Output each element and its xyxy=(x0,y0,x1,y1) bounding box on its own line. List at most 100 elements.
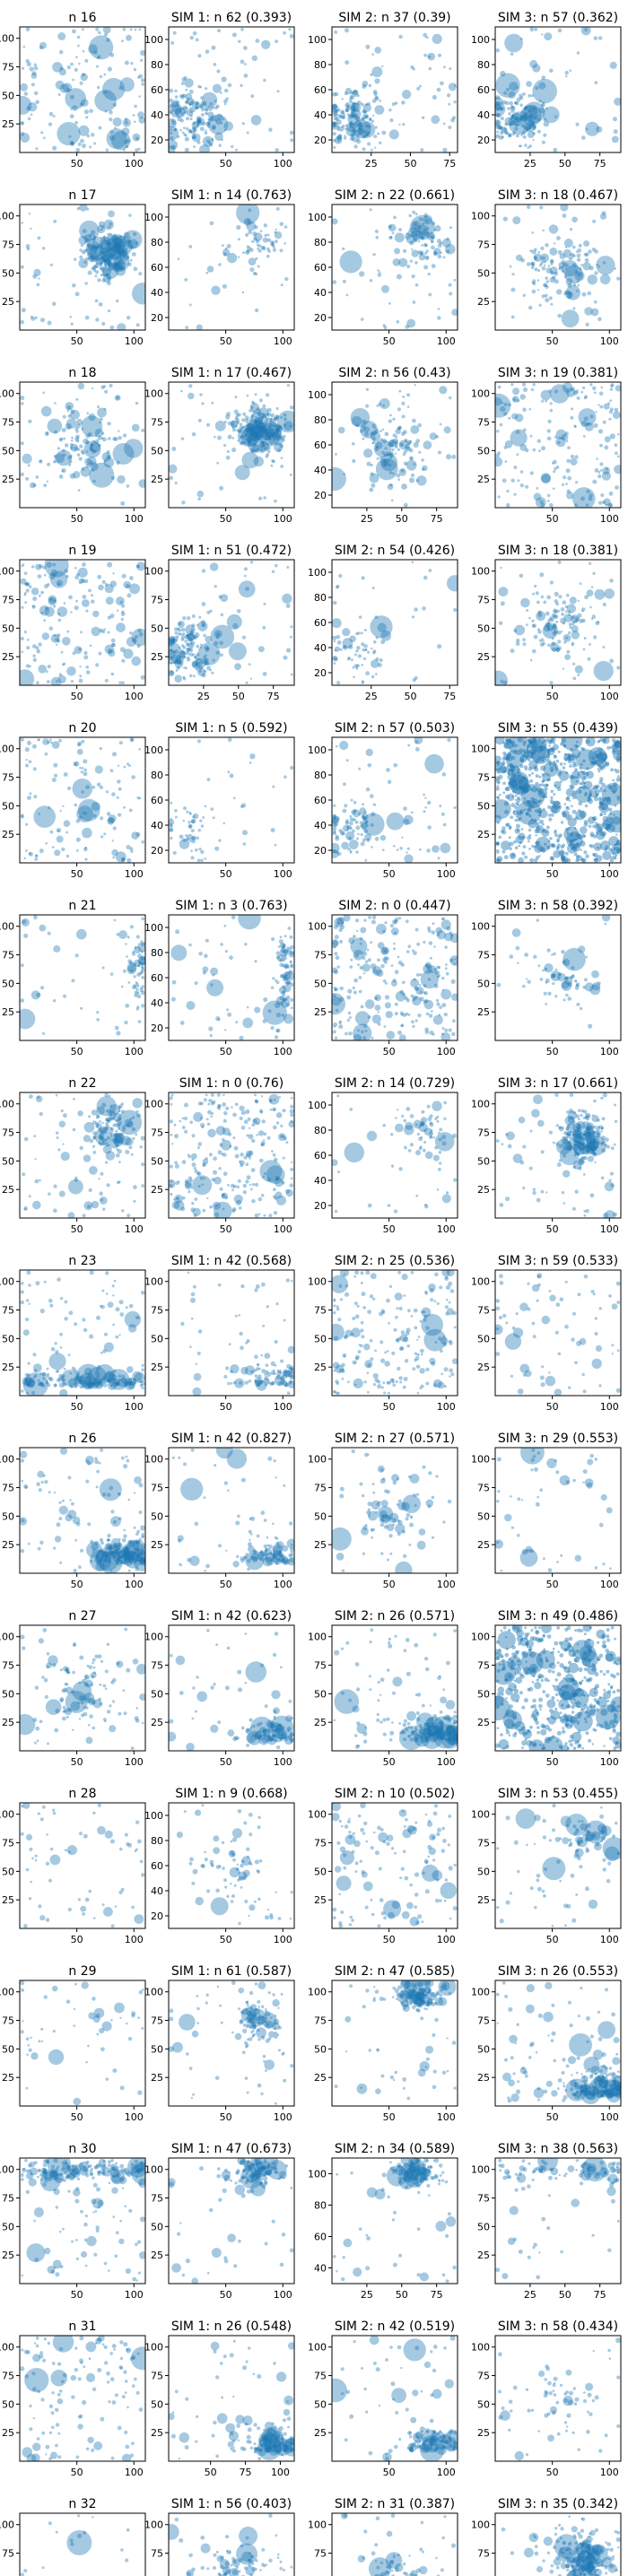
scatter-point xyxy=(126,955,128,958)
scatter-point xyxy=(225,455,231,460)
scatter-point xyxy=(607,785,613,789)
scatter-point xyxy=(338,136,343,141)
scatter-point xyxy=(554,829,557,832)
scatter-point xyxy=(32,1200,41,1210)
scatter-point xyxy=(532,132,536,135)
scatter-point xyxy=(418,450,422,454)
scatter-point xyxy=(235,413,240,417)
scatter-point xyxy=(74,605,79,611)
scatter-point xyxy=(527,800,532,805)
scatter-point xyxy=(191,134,196,139)
scatter-point xyxy=(609,785,618,793)
scatter-point xyxy=(118,430,120,432)
scatter-point xyxy=(498,774,503,779)
scatter-point xyxy=(182,93,187,99)
scatter-point xyxy=(509,771,529,791)
scatter-point xyxy=(109,109,113,115)
scatter-point xyxy=(332,826,337,831)
scatter-point xyxy=(594,588,606,600)
scatter-point xyxy=(129,583,140,595)
scatter-point xyxy=(207,117,211,121)
scatter-point xyxy=(111,261,122,272)
x-tick-label: 100 xyxy=(274,513,292,525)
panel-title: SIM 3: n 18 (0.381) xyxy=(498,544,618,558)
scatter-point xyxy=(556,838,561,842)
scatter-point xyxy=(353,653,357,657)
scatter-point xyxy=(573,826,577,830)
scatter-point xyxy=(21,308,26,313)
scatter-point xyxy=(270,1026,275,1031)
scatter-point xyxy=(181,1117,185,1120)
scatter-point xyxy=(57,830,60,832)
scatter-point xyxy=(253,237,257,241)
scatter-point xyxy=(251,431,258,439)
scatter-point xyxy=(552,975,555,979)
scatter-point xyxy=(512,387,520,396)
scatter-point xyxy=(518,144,521,148)
plot-frame xyxy=(19,736,146,864)
scatter-point xyxy=(565,796,570,802)
scatter-point xyxy=(255,430,259,434)
scatter-point xyxy=(527,146,529,149)
scatter-point xyxy=(547,265,551,267)
scatter-point xyxy=(189,840,192,842)
scatter-point xyxy=(101,262,119,279)
scatter-point xyxy=(611,852,615,855)
scatter-point xyxy=(231,426,235,430)
scatter-point xyxy=(564,976,569,980)
scatter-point xyxy=(554,767,559,771)
scatter-point xyxy=(208,117,214,122)
scatter-point xyxy=(76,453,81,457)
scatter-point xyxy=(336,109,338,112)
scatter-point xyxy=(333,816,336,821)
scatter-point xyxy=(599,469,603,472)
scatter-point xyxy=(135,323,140,327)
scatter-point xyxy=(204,857,207,860)
scatter-point xyxy=(536,487,539,490)
scatter-point xyxy=(283,413,287,417)
scatter-point xyxy=(585,771,589,776)
scatter-point xyxy=(131,775,135,779)
scatter-point xyxy=(497,770,501,774)
scatter-point xyxy=(509,954,514,959)
scatter-point xyxy=(267,249,271,253)
scatter-point xyxy=(263,445,267,450)
scatter-point xyxy=(343,782,346,787)
scatter-point xyxy=(527,738,531,742)
scatter-point xyxy=(57,613,61,615)
scatter-point xyxy=(245,681,249,684)
scatter-point xyxy=(575,982,580,987)
scatter-point xyxy=(555,647,561,652)
scatter-point xyxy=(290,1104,294,1109)
scatter-point xyxy=(514,750,517,753)
scatter-point xyxy=(269,1098,273,1102)
scatter-point xyxy=(350,102,360,111)
scatter-point xyxy=(44,431,49,437)
scatter-point xyxy=(547,622,550,625)
scatter-point xyxy=(388,236,393,239)
scatter-point xyxy=(508,768,511,771)
scatter-point xyxy=(135,981,138,984)
scatter-point xyxy=(93,142,97,145)
scatter-point xyxy=(371,483,376,488)
scatter-point xyxy=(260,440,265,445)
scatter-point xyxy=(262,1175,266,1179)
scatter-point xyxy=(266,407,272,413)
scatter-point xyxy=(202,1163,205,1167)
scatter-point xyxy=(421,222,425,226)
scatter-point xyxy=(72,1127,76,1132)
y-tick-label: 25 xyxy=(151,651,163,663)
scatter-point xyxy=(57,582,61,587)
scatter-point xyxy=(29,585,32,589)
scatter-point xyxy=(186,648,191,652)
scatter-point xyxy=(602,420,606,424)
scatter-point xyxy=(502,100,507,105)
scatter-point xyxy=(226,412,231,417)
scatter-point xyxy=(530,818,534,822)
x-tick-label: 100 xyxy=(274,335,292,347)
scatter-point xyxy=(336,119,342,125)
scatter-point xyxy=(170,40,175,45)
y-tick-label: 60 xyxy=(314,795,327,806)
scatter-point xyxy=(120,1102,124,1106)
